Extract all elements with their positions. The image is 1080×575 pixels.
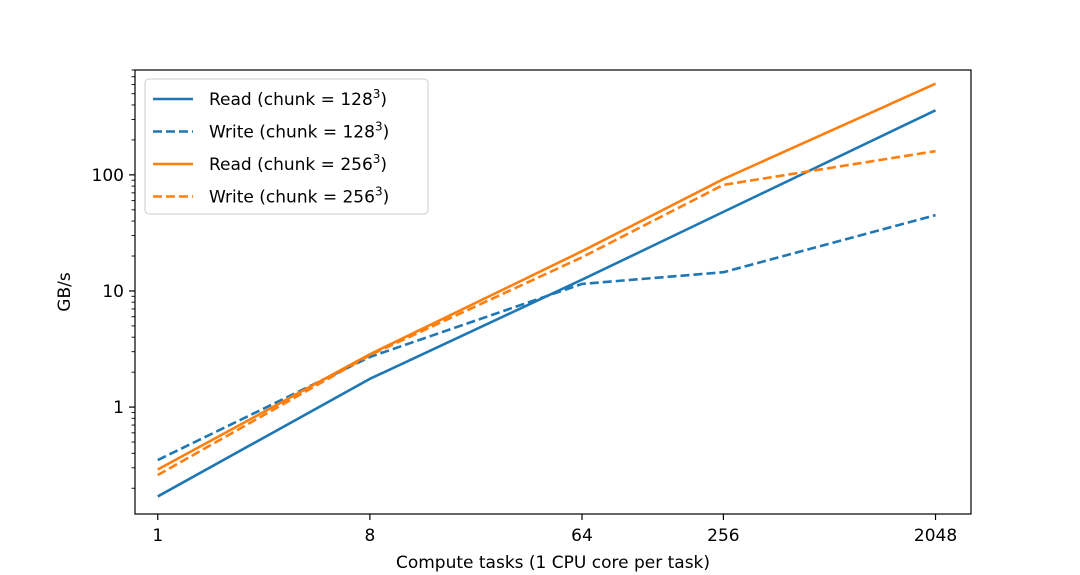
legend-box (144, 78, 429, 215)
series-line-1 (157, 109, 937, 498)
legend: Read (chunk = 1283) Write (chunk = 1283) R… (144, 78, 429, 215)
series-line-4 (157, 149, 936, 477)
y-axis: 1 10 100 (92, 69, 135, 489)
y-tick-label: 1 (113, 398, 124, 418)
y-axis-label: GB/s (55, 272, 75, 312)
x-tick-label: 64 (571, 526, 593, 546)
legend-label-4: Write (chunk = 2563) (209, 185, 389, 208)
x-axis-label: Compute tasks (1 CPU core per task) (396, 553, 710, 573)
y-tick-label: 10 (102, 282, 124, 302)
x-tick-label: 2048 (914, 526, 957, 546)
legend-label-2: Write (chunk = 1283) (209, 120, 389, 143)
x-tick-label: 8 (364, 526, 375, 546)
legend-label-1: Read (chunk = 1283) (209, 87, 387, 110)
x-axis: 1 8 64 256 2048 (152, 514, 957, 546)
plot-frame (134, 69, 972, 515)
legend-label-3: Read (chunk = 2563) (209, 152, 387, 175)
x-tick-label: 256 (707, 526, 739, 546)
y-tick-label: 100 (92, 166, 124, 186)
series-line-3 (157, 82, 937, 471)
series-layer (157, 82, 937, 498)
x-tick-label: 1 (152, 526, 163, 546)
